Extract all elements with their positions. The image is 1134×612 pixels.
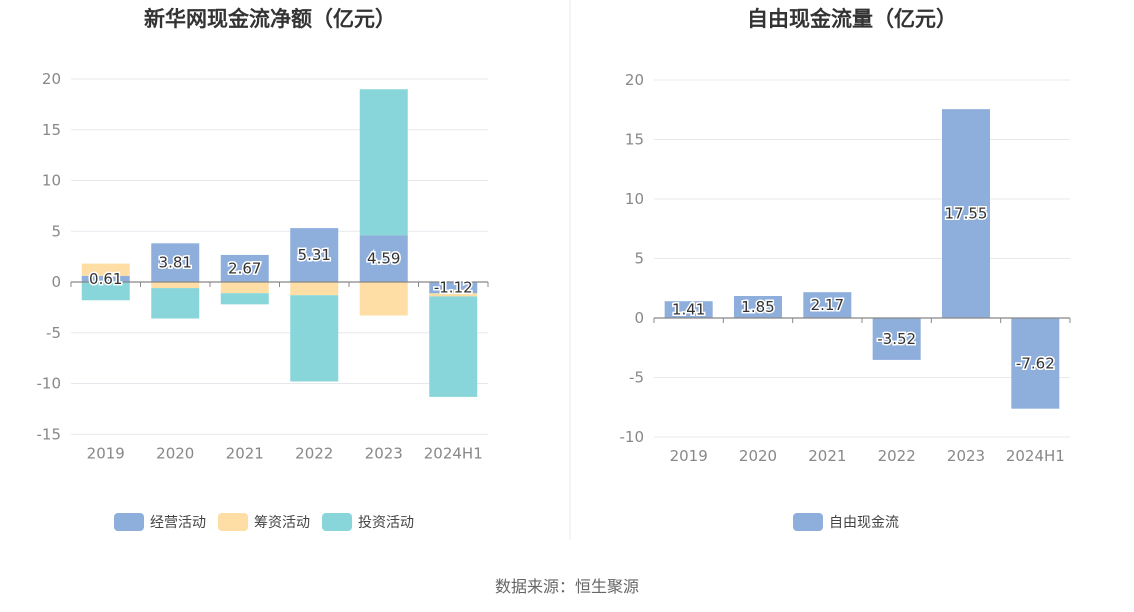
data-label: -3.52 xyxy=(877,330,916,348)
y-tick-label: 10 xyxy=(625,190,644,208)
legend-label: 经营活动 xyxy=(150,515,206,531)
legend-swatch xyxy=(793,513,823,531)
source-note: 数据来源：恒生聚源 xyxy=(495,577,639,596)
y-tick-label: 5 xyxy=(634,250,644,268)
legend-item: 筹资活动 xyxy=(218,513,310,531)
legend-item: 自由现金流 xyxy=(793,513,899,531)
bar-1 xyxy=(429,282,478,294)
y-tick-label: -5 xyxy=(46,324,61,342)
bar-1 xyxy=(1011,318,1060,409)
bar-1 xyxy=(359,235,408,282)
bar-2 xyxy=(151,282,200,289)
bar-1 xyxy=(734,295,782,318)
x-tick-label: 2023 xyxy=(947,447,985,465)
y-tick-label: -15 xyxy=(37,425,62,443)
data-label: -7.62 xyxy=(1016,354,1055,372)
y-tick-label: 0 xyxy=(51,273,61,291)
y-tick-label: 0 xyxy=(634,309,644,327)
data-label: 1.41 xyxy=(672,301,705,319)
bar-2 xyxy=(359,282,408,316)
x-tick-label: 2022 xyxy=(295,444,333,462)
bar-3 xyxy=(290,295,339,382)
legend-label: 筹资活动 xyxy=(254,514,310,531)
x-tick-label: 2021 xyxy=(226,444,264,462)
bar-2 xyxy=(290,282,339,296)
legend-label: 自由现金流 xyxy=(829,515,899,531)
x-tick-label: 2021 xyxy=(808,447,846,465)
data-label: 0.61 xyxy=(89,270,122,288)
y-tick-label: 10 xyxy=(42,172,61,190)
legend-item: 经营活动 xyxy=(114,513,206,531)
y-tick-label: -10 xyxy=(37,375,62,393)
chart-title: 新华网现金流净额（亿元） xyxy=(144,7,396,31)
bar-1 xyxy=(151,243,200,282)
bar-2 xyxy=(429,293,478,297)
chart-title: 自由现金流量（亿元） xyxy=(747,7,957,31)
x-tick-label: 2019 xyxy=(87,444,125,462)
bar-2 xyxy=(81,263,130,276)
y-tick-label: 20 xyxy=(42,70,61,88)
bar-1 xyxy=(220,254,269,282)
data-label: 17.55 xyxy=(945,205,988,223)
bar-3 xyxy=(151,288,200,319)
x-tick-label: 2019 xyxy=(670,447,708,465)
x-tick-label: 2020 xyxy=(739,447,777,465)
bar-2 xyxy=(220,282,269,294)
legend-swatch xyxy=(218,513,248,531)
legend-item: 投资活动 xyxy=(322,513,414,531)
legend-swatch xyxy=(322,513,352,531)
bar-3 xyxy=(81,282,130,301)
data-label: 2.67 xyxy=(228,259,261,277)
data-label: 1.85 xyxy=(741,298,774,316)
bar-1 xyxy=(872,318,921,360)
bar-3 xyxy=(429,296,478,397)
chart-panel-2: 自由现金流量（亿元） 20 15 10 5 0 -5 -10 1.41 1.85 2.17 -3.52… xyxy=(620,7,1071,531)
legend-swatch xyxy=(114,513,144,531)
y-tick-label: -10 xyxy=(620,428,645,446)
bar-1 xyxy=(81,275,130,282)
y-tick-label: 15 xyxy=(42,121,61,139)
data-label: 4.59 xyxy=(367,250,400,268)
bar-1 xyxy=(290,228,339,282)
x-tick-label: 2022 xyxy=(878,447,916,465)
chart-panel-1: 新华网现金流净额（亿元） 20 15 10 5 0 -5 -10 -15 0.61 3.81 2.67… xyxy=(37,7,489,531)
x-tick-label: 2023 xyxy=(365,444,403,462)
bar-1 xyxy=(803,292,852,318)
y-tick-label: 20 xyxy=(625,71,644,89)
x-tick-label: 2020 xyxy=(156,444,194,462)
y-tick-label: 5 xyxy=(51,222,61,240)
x-tick-label: 2024H1 xyxy=(1006,447,1065,465)
data-label: -1.12 xyxy=(434,279,473,297)
legend-label: 投资活动 xyxy=(358,515,414,531)
bar-1 xyxy=(942,109,990,318)
data-label: 2.17 xyxy=(811,296,844,314)
bar-3 xyxy=(359,89,408,236)
y-tick-label: -5 xyxy=(629,369,644,387)
y-tick-label: 15 xyxy=(625,131,644,149)
bar-1 xyxy=(664,301,713,318)
data-label: 5.31 xyxy=(298,246,331,264)
x-tick-label: 2024H1 xyxy=(424,444,483,462)
bar-3 xyxy=(220,293,269,305)
data-label: 3.81 xyxy=(159,254,192,272)
